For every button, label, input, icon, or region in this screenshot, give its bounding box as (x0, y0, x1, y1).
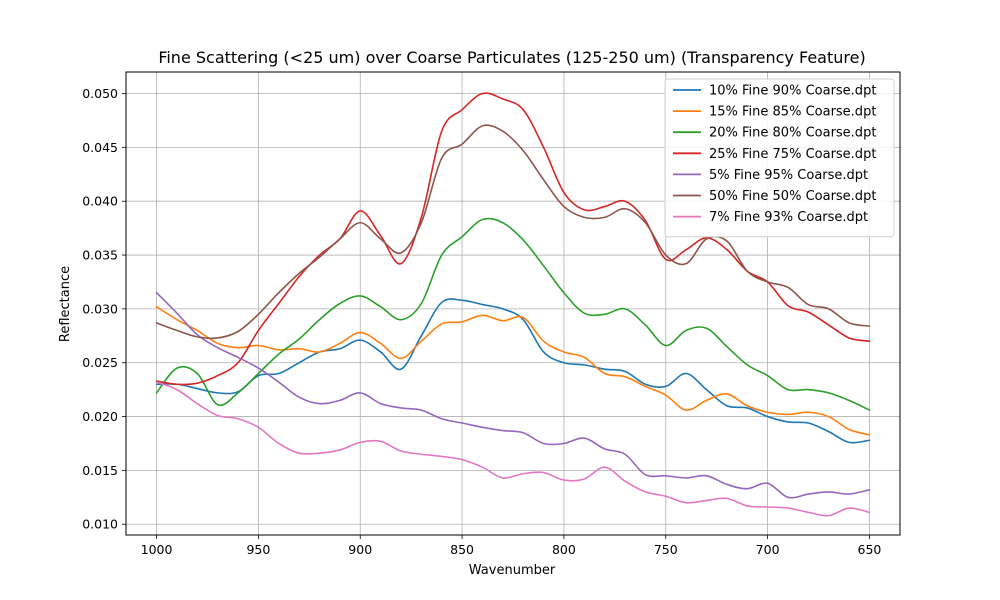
y-axis: 0.010 0.015 0.020 0.025 0.030 0.035 0.040 0.045… (82, 86, 126, 532)
y-tick-label: 0.010 (82, 517, 118, 532)
x-tick-label: 800 (552, 542, 576, 557)
x-tick-label: 1000 (141, 542, 173, 557)
legend-item: 15% Fine 85% Coarse.dpt (673, 105, 876, 120)
x-tick-label: 750 (654, 542, 678, 557)
y-tick-label: 0.050 (82, 86, 118, 101)
legend-label: 20% Fine 80% Coarse.dpt (709, 126, 876, 141)
x-tick-label: 700 (756, 542, 780, 557)
x-axis: 1000 950 900 850 800 750 700 650 (141, 535, 882, 557)
y-tick-label: 0.045 (82, 140, 118, 155)
x-tick-label: 950 (246, 542, 270, 557)
y-tick-label: 0.035 (82, 248, 118, 263)
chart-title: Fine Scattering (<25 um) over Coarse Par… (158, 48, 865, 67)
series-line-5-fine-95-coarse (155, 291, 871, 499)
legend-box (664, 78, 895, 238)
legend-label: 15% Fine 85% Coarse.dpt (709, 105, 876, 120)
series-group (155, 92, 871, 517)
series-line-15-fine-85-coarse (155, 305, 871, 436)
legend-item: 20% Fine 80% Coarse.dpt (673, 126, 876, 141)
legend-label: 10% Fine 90% Coarse.dpt (709, 84, 876, 99)
series-line-50-fine-50-coarse (155, 124, 871, 340)
x-axis-title: Wavenumber (469, 563, 556, 578)
legend-item: 7% Fine 93% Coarse.dpt (673, 210, 868, 225)
x-tick-label: 650 (858, 542, 882, 557)
x-tick-label: 900 (348, 542, 372, 557)
legend-label: 25% Fine 75% Coarse.dpt (709, 147, 876, 162)
legend: 10% Fine 90% Coarse.dpt 15% Fine 85% Coar… (664, 78, 895, 238)
series-line-7-fine-93-coarse (155, 381, 871, 517)
y-tick-label: 0.025 (82, 355, 118, 370)
y-tick-label: 0.015 (82, 463, 118, 478)
legend-label: 7% Fine 93% Coarse.dpt (709, 210, 868, 225)
legend-item: 10% Fine 90% Coarse.dpt (673, 84, 876, 99)
legend-label: 5% Fine 95% Coarse.dpt (709, 168, 868, 183)
legend-item: 5% Fine 95% Coarse.dpt (673, 168, 868, 183)
series-line-10-fine-90-coarse (155, 298, 871, 444)
legend-item: 50% Fine 50% Coarse.dpt (673, 189, 876, 204)
y-tick-label: 0.040 (82, 194, 118, 209)
legend-item: 25% Fine 75% Coarse.dpt (673, 147, 876, 162)
x-tick-label: 850 (450, 542, 474, 557)
y-tick-label: 0.030 (82, 301, 118, 316)
legend-label: 50% Fine 50% Coarse.dpt (709, 189, 876, 204)
y-tick-label: 0.020 (82, 409, 118, 424)
plot-frame (125, 71, 901, 536)
series-line-20-fine-80-coarse (155, 217, 871, 411)
y-axis-title: Reflectance (58, 266, 73, 342)
